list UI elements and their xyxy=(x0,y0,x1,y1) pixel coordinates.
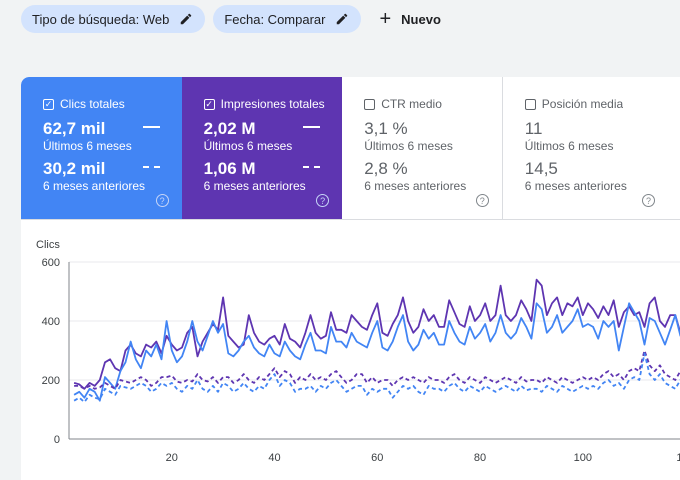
metric-cards: ✓ Clics totales 62,7 mil Últimos 6 meses… xyxy=(21,77,680,219)
y-tick-label: 0 xyxy=(54,434,60,446)
position-current-period: Últimos 6 meses xyxy=(524,139,614,153)
ctr-previous-period: 6 meses anteriores xyxy=(364,179,467,193)
y-tick-label: 400 xyxy=(42,316,60,328)
checkbox-unchecked-icon[interactable] xyxy=(524,98,536,110)
y-tick-label: 600 xyxy=(42,257,60,269)
metric-card-position[interactable]: Posición media 11 Últimos 6 meses 14,5 6… xyxy=(502,77,680,219)
metric-current: 11 Últimos 6 meses xyxy=(525,119,680,153)
metric-previous: 1,06 M 6 meses anteriores xyxy=(204,159,343,193)
x-tick-label: 60 xyxy=(371,452,383,464)
edit-pencil-icon[interactable] xyxy=(335,12,349,26)
new-filter-label: Nuevo xyxy=(401,11,441,27)
performance-panel: ✓ Clics totales 62,7 mil Últimos 6 meses… xyxy=(21,77,680,480)
ctr-current-period: Últimos 6 meses xyxy=(364,139,453,153)
impressions-previous-value: 1,06 M xyxy=(203,159,256,178)
impressions-current-value: 2,02 M xyxy=(203,119,256,138)
series-line-previous xyxy=(73,352,680,404)
x-tick-label: 100 xyxy=(574,452,592,464)
solid-line-legend-icon xyxy=(303,126,321,128)
clicks-previous-value: 30,2 mil xyxy=(43,159,106,178)
metric-card-header: CTR medio xyxy=(364,96,502,112)
ctr-previous-value: 2,8 % xyxy=(364,159,408,178)
y-axis-title: Clics xyxy=(36,239,60,251)
metric-label-impressions: Impresiones totales xyxy=(220,97,325,111)
series-line-previous xyxy=(74,349,680,390)
filter-bar: Tipo de búsqueda: Web Fecha: Comparar + … xyxy=(21,5,441,33)
metric-label-position: Posición media xyxy=(541,97,624,111)
clicks-previous-period: 6 meses anteriores xyxy=(43,179,146,193)
ctr-current-value: 3,1 % xyxy=(364,119,408,138)
impressions-previous-period: 6 meses anteriores xyxy=(203,179,306,193)
series-line-current xyxy=(73,302,680,402)
date-filter-chip[interactable]: Fecha: Comparar xyxy=(213,5,362,33)
help-icon[interactable]: ? xyxy=(475,194,489,207)
metric-previous: 30,2 mil 6 meses anteriores xyxy=(43,159,182,193)
position-current-value: 11 xyxy=(524,119,543,138)
metric-current: 3,1 % Últimos 6 meses xyxy=(364,119,502,153)
date-filter-label: Fecha: Comparar xyxy=(224,11,326,27)
x-tick-label: 120 xyxy=(676,452,680,464)
position-previous-value: 14,5 xyxy=(524,159,558,178)
metric-card-ctr[interactable]: CTR medio 3,1 % Últimos 6 meses 2,8 % 6 … xyxy=(342,77,503,219)
x-tick-label: 40 xyxy=(268,452,280,464)
impressions-current-period: Últimos 6 meses xyxy=(203,139,293,153)
checkbox-unchecked-icon[interactable] xyxy=(364,98,376,110)
metric-label-clicks: Clics totales xyxy=(60,97,125,111)
metric-card-header: ✓ Impresiones totales xyxy=(203,96,343,112)
x-tick-label: 20 xyxy=(166,452,178,464)
metric-current: 62,7 mil Últimos 6 meses xyxy=(43,119,182,153)
x-tick-label: 80 xyxy=(474,452,486,464)
performance-chart: Clics 0 200 400 600 20 40 60 80 100 120 xyxy=(21,219,680,480)
metric-current: 2,02 M Últimos 6 meses xyxy=(204,119,343,153)
new-filter-button[interactable]: + Nuevo xyxy=(379,9,440,29)
checkbox-checked-icon[interactable]: ✓ xyxy=(203,98,215,110)
search-type-filter-chip[interactable]: Tipo de búsqueda: Web xyxy=(21,5,206,33)
solid-line-legend-icon xyxy=(142,126,160,128)
position-previous-period: 6 meses anteriores xyxy=(524,179,627,193)
metric-label-ctr: CTR medio xyxy=(381,97,442,111)
plus-icon: + xyxy=(379,8,392,30)
metric-card-header: Posición media xyxy=(524,96,680,112)
metric-card-clicks[interactable]: ✓ Clics totales 62,7 mil Últimos 6 meses… xyxy=(21,77,182,219)
clicks-current-period: Últimos 6 meses xyxy=(43,139,132,153)
help-icon[interactable]: ? xyxy=(155,194,169,207)
chart-canvas: Clics 0 200 400 600 20 40 60 80 100 120 xyxy=(36,239,680,464)
clicks-current-value: 62,7 mil xyxy=(43,119,106,138)
metric-card-impressions[interactable]: ✓ Impresiones totales 2,02 M Últimos 6 m… xyxy=(181,77,343,219)
series-line-current xyxy=(73,278,680,390)
checkbox-checked-icon[interactable]: ✓ xyxy=(43,98,54,110)
y-tick-label: 200 xyxy=(42,375,60,387)
help-icon[interactable]: ? xyxy=(316,194,330,207)
help-icon[interactable]: ? xyxy=(642,194,655,207)
dashed-line-legend-icon xyxy=(142,166,160,168)
metric-card-header: ✓ Clics totales xyxy=(43,96,182,112)
metric-previous: 2,8 % 6 meses anteriores xyxy=(364,159,502,193)
dashed-line-legend-icon xyxy=(303,166,321,168)
edit-pencil-icon[interactable] xyxy=(179,12,193,26)
metric-previous: 14,5 6 meses anteriores xyxy=(525,159,680,193)
search-type-filter-label: Tipo de búsqueda: Web xyxy=(32,11,170,27)
